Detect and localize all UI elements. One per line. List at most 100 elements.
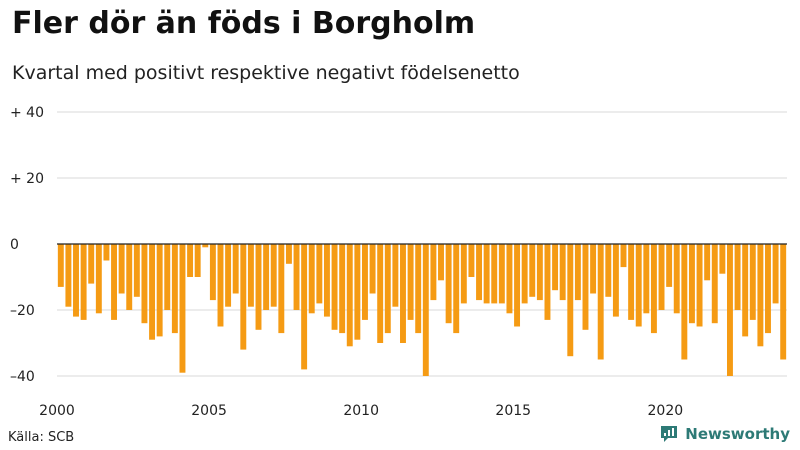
bar [635,244,642,327]
bar [704,244,711,281]
bar [681,244,688,360]
bar [392,244,399,307]
bar [498,244,505,304]
bar [270,244,277,307]
bar [643,244,650,314]
bar-chart: + 40 + 20 0 –20 –40 2000 2005 2010 2015 2020 [10,105,787,419]
bar [339,244,346,334]
bar [468,244,475,277]
bar [187,244,194,277]
source-note: Källa: SCB [8,430,75,445]
y-tick-label: –20 [10,303,35,319]
bar [491,244,498,304]
bar [673,244,680,314]
bar [111,244,117,320]
bar [422,244,429,376]
bar [240,244,247,350]
bar [765,244,771,334]
x-tick-label: 2020 [648,403,684,419]
chart-title: Fler dör än föds i Borgholm [12,6,476,41]
bar [582,244,589,330]
bar [757,244,764,347]
y-tick-label: 0 [10,237,19,253]
bar [772,244,779,304]
bar [202,244,209,248]
x-tick-label: 2005 [191,403,227,419]
bar [696,244,703,327]
bar [384,244,391,334]
y-tick-label: –40 [10,369,35,385]
bar [103,244,110,261]
brand-name: Newsworthy [685,425,790,443]
bar [301,244,308,370]
y-tick-label: + 40 [10,105,44,121]
bar [308,244,315,314]
bar [407,244,414,320]
bar [749,244,756,320]
bar [688,244,695,324]
bar [445,244,452,324]
bar [88,244,95,284]
bar [225,244,232,307]
bar [255,244,262,330]
bar [369,244,376,294]
bar [559,244,566,301]
chart-subtitle: Kvartal med positivt respektive negativt… [12,62,520,84]
bar [156,244,163,337]
bar [278,244,285,334]
bar [483,244,490,304]
bar [217,244,224,327]
bar [605,244,612,297]
bar [650,244,657,334]
bar [377,244,384,343]
bar [209,244,216,301]
bar [727,244,733,376]
bar [506,244,513,314]
bar [529,244,536,297]
bar [164,244,171,310]
bar [346,244,353,347]
bar [263,244,270,310]
bar [612,244,619,317]
bar [430,244,437,301]
bar [126,244,133,310]
bar [552,244,559,291]
bar [514,244,521,327]
bar [194,244,201,277]
x-tick-label: 2000 [39,403,75,419]
bar [719,244,726,274]
bar [415,244,422,334]
bar [597,244,604,360]
bar [666,244,673,287]
bar [658,244,665,310]
bar [476,244,482,301]
bar [521,244,528,304]
bar [574,244,581,301]
bar [453,244,460,334]
bar [118,244,125,294]
bar [544,244,551,320]
newsworthy-logo-icon [661,426,678,442]
bar [460,244,467,304]
axes: + 40 + 20 0 –20 –40 2000 2005 2010 2015 2020 [10,105,787,419]
bar [567,244,574,357]
bar [316,244,323,304]
bar [95,244,102,314]
bar [293,244,300,310]
gridlines [57,111,787,377]
bars [57,244,787,376]
bar [331,244,338,330]
bar [590,244,597,294]
bar [400,244,406,343]
bar [620,244,627,268]
bar [179,244,186,373]
y-tick-label: + 20 [10,171,44,187]
x-tick-label: 2010 [343,403,379,419]
bar [628,244,635,320]
bar [232,244,239,294]
bar [780,244,787,360]
bar [323,244,330,317]
brand: Newsworthy [659,424,790,444]
bar [65,244,72,307]
bar [171,244,178,334]
